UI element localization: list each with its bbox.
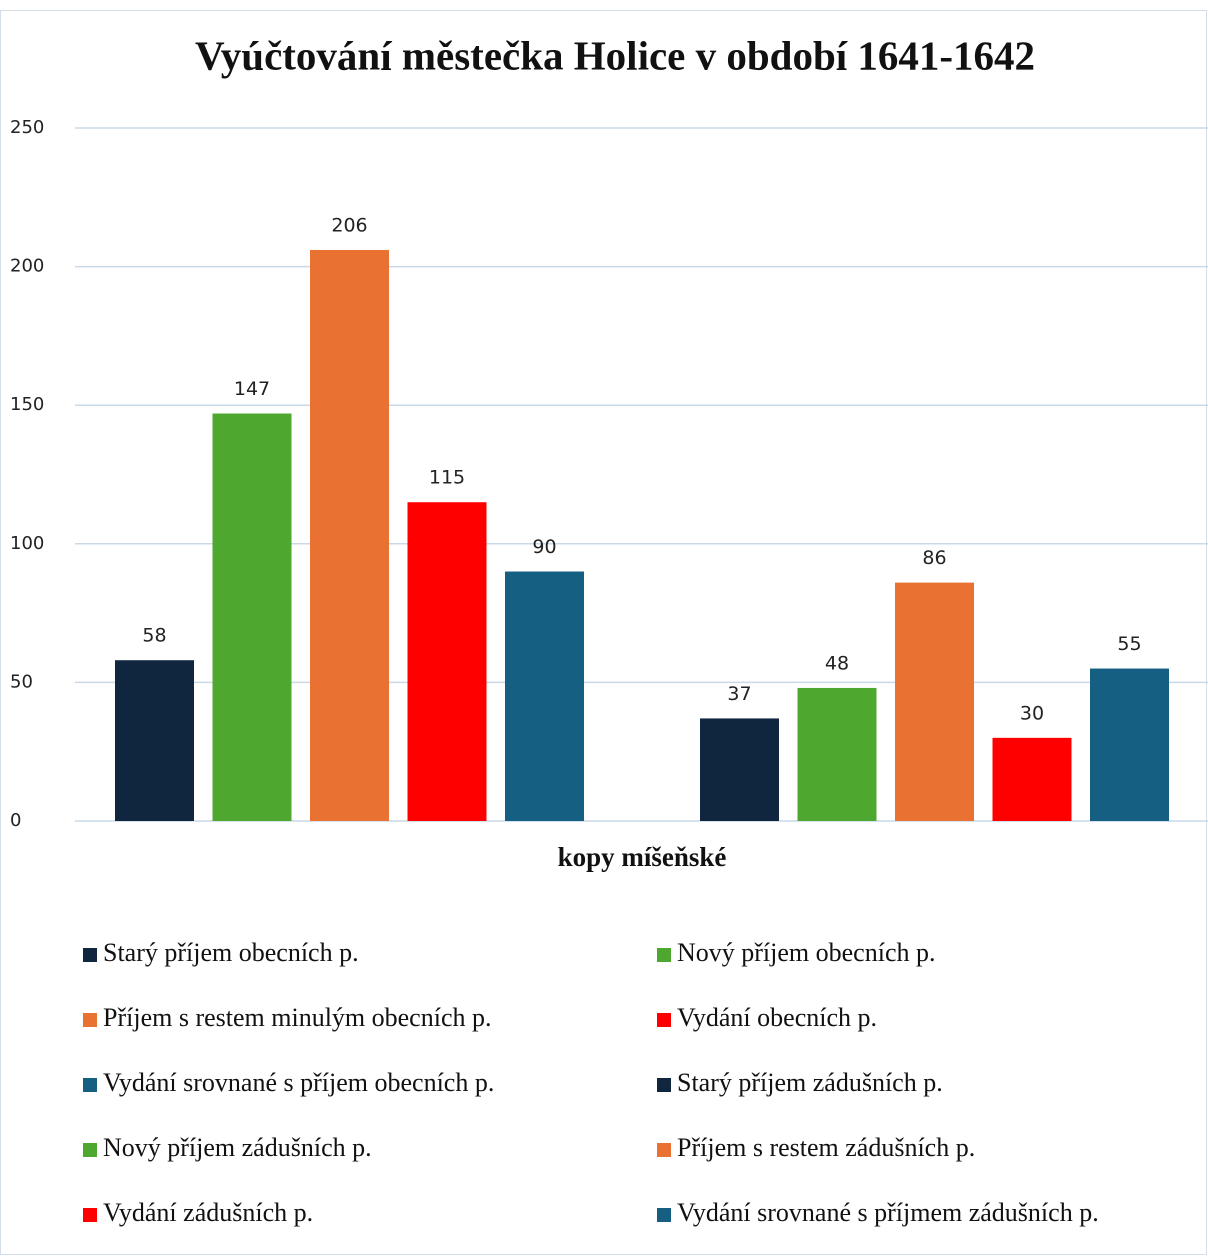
bar (505, 571, 584, 821)
legend-swatch (83, 1078, 97, 1092)
legend-swatch (83, 1143, 97, 1157)
x-axis-title: kopy míšeňské (558, 842, 727, 872)
legend-label: Příjem s restem minulým obecních p. (103, 1003, 492, 1032)
y-tick-label: 250 (10, 117, 44, 138)
y-tick-label: 50 (10, 671, 33, 692)
bar (1090, 668, 1169, 821)
data-label: 37 (727, 683, 751, 705)
bar (212, 413, 292, 821)
legend-label: Nový příjem obecních p. (677, 938, 936, 967)
y-tick-label: 200 (10, 256, 44, 277)
bar (407, 502, 487, 821)
chart-title: Vyúčtování městečka Holice v období 1641… (195, 32, 1035, 78)
legend-swatch (657, 1143, 671, 1157)
y-tick-label: 0 (10, 810, 21, 831)
legend-label: Vydání zádušních p. (103, 1198, 313, 1227)
bar (992, 737, 1072, 821)
legend-swatch (657, 948, 671, 962)
bar (797, 687, 877, 821)
data-label: 48 (825, 652, 849, 674)
data-label: 147 (234, 378, 270, 400)
legend-swatch (657, 1078, 671, 1092)
data-label: 206 (331, 214, 367, 236)
legend-label: Příjem s restem zádušních p. (677, 1133, 975, 1162)
legend-swatch (83, 948, 97, 962)
data-label: 115 (429, 467, 465, 489)
data-label: 86 (922, 547, 946, 569)
y-tick-label: 150 (10, 394, 44, 415)
bar (700, 718, 779, 821)
legend-label: Vydání obecních p. (677, 1003, 877, 1032)
legend-swatch (657, 1013, 671, 1027)
y-tick-label: 100 (10, 533, 44, 554)
legend-swatch (83, 1208, 97, 1222)
bar (115, 660, 194, 821)
data-label: 90 (532, 536, 556, 558)
legend-swatch (83, 1013, 97, 1027)
bar (895, 582, 974, 821)
data-label: 58 (142, 625, 166, 647)
legend-label: Starý příjem obecních p. (103, 938, 359, 967)
legend-label: Vydání srovnané s příjmem zádušních p. (677, 1198, 1099, 1227)
bar (310, 249, 389, 821)
data-label: 55 (1117, 633, 1141, 655)
legend-label: Vydání srovnané s příjem obecních p. (103, 1068, 494, 1097)
legend-swatch (657, 1208, 671, 1222)
legend-label: Nový příjem zádušních p. (103, 1133, 372, 1162)
legend-label: Starý příjem zádušních p. (677, 1068, 943, 1097)
data-label: 30 (1020, 702, 1044, 724)
chart-frame (0, 10, 1207, 1255)
